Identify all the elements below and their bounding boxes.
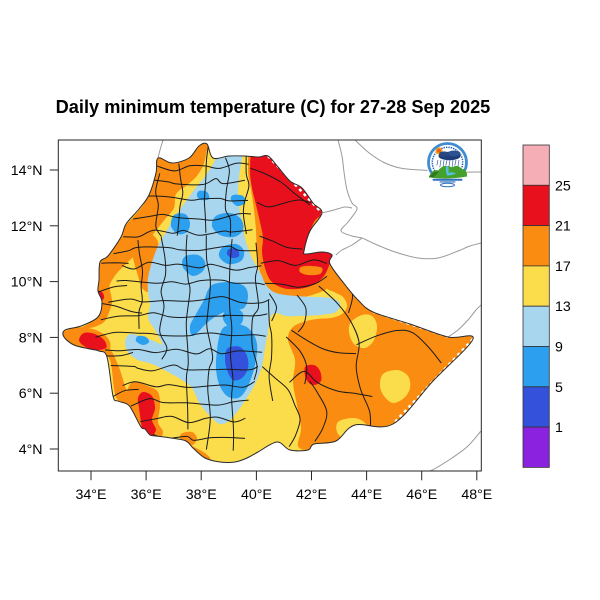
svg-text:10°N: 10°N [11, 275, 43, 291]
svg-text:38°E: 38°E [186, 487, 217, 503]
svg-text:6°N: 6°N [19, 386, 43, 402]
svg-text:14°N: 14°N [11, 163, 43, 179]
svg-text:44°E: 44°E [351, 487, 382, 503]
svg-text:13: 13 [555, 299, 571, 315]
svg-text:8°N: 8°N [19, 330, 43, 346]
svg-text:25: 25 [555, 178, 571, 194]
svg-text:4°N: 4°N [19, 442, 43, 458]
svg-text:34°E: 34°E [76, 487, 107, 503]
svg-text:17: 17 [555, 259, 571, 275]
svg-text:12°N: 12°N [11, 219, 43, 235]
svg-text:21: 21 [555, 219, 571, 235]
svg-text:46°E: 46°E [406, 487, 437, 503]
svg-text:Daily minimum temperature (C): Daily minimum temperature (C) for 27-28 … [56, 97, 491, 117]
svg-text:5: 5 [555, 380, 563, 396]
svg-text:1: 1 [555, 420, 563, 436]
svg-text:36°E: 36°E [131, 487, 162, 503]
svg-text:9: 9 [555, 340, 563, 356]
svg-text:40°E: 40°E [241, 487, 272, 503]
svg-text:48°E: 48°E [461, 487, 492, 503]
svg-text:42°E: 42°E [296, 487, 327, 503]
